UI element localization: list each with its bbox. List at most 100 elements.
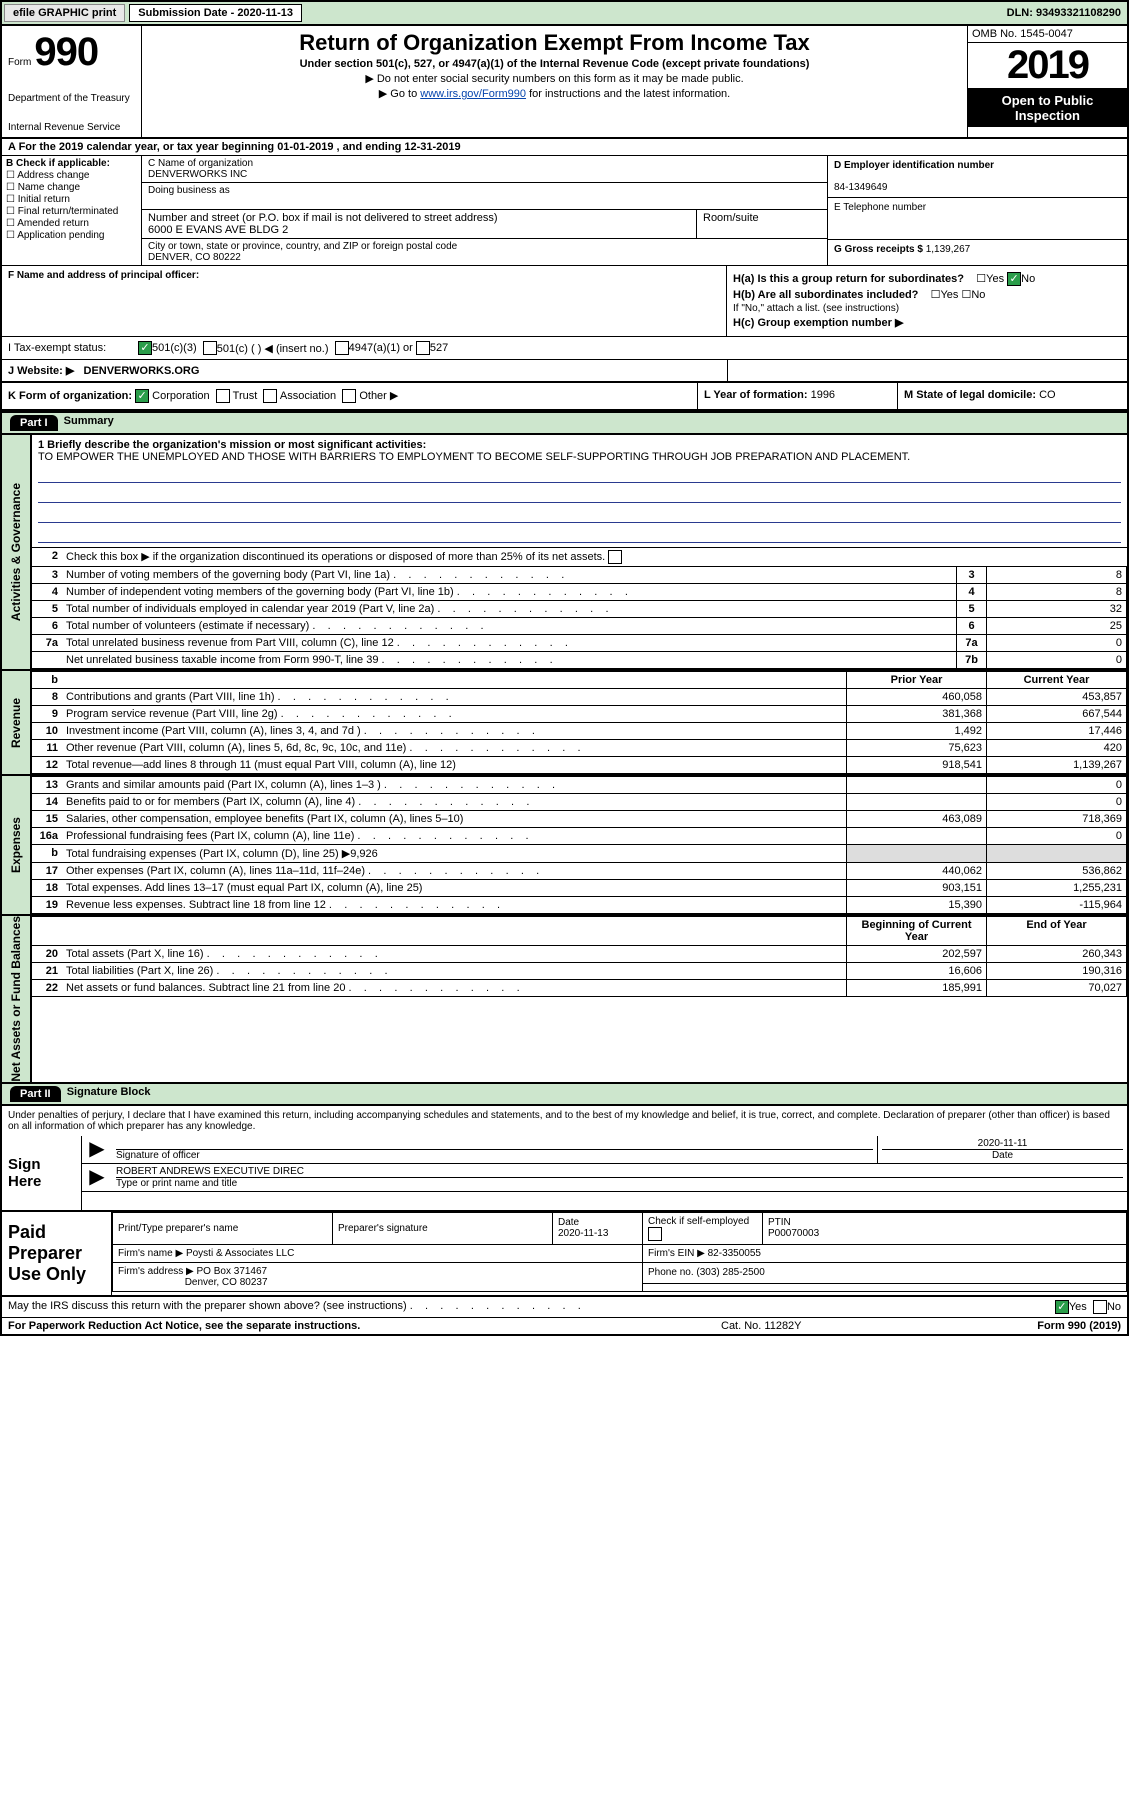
dept-treasury: Department of the Treasury xyxy=(8,93,135,104)
sig-declaration: Under penalties of perjury, I declare th… xyxy=(2,1106,1127,1136)
city-label: City or town, state or province, country… xyxy=(148,241,457,252)
website: DENVERWORKS.ORG xyxy=(84,365,200,377)
part1-header: Part I Summary xyxy=(2,413,1127,435)
h-b: H(b) Are all subordinates included? ☐Yes… xyxy=(733,288,1121,301)
chk-501c3[interactable]: ✓ xyxy=(138,341,152,355)
irs-label: Internal Revenue Service xyxy=(8,122,135,133)
table-row: 15Salaries, other compensation, employee… xyxy=(32,811,1127,828)
chk-address[interactable]: ☐ Address change xyxy=(6,170,137,181)
chk-discontinued[interactable] xyxy=(608,550,622,564)
tax-exempt-row: I Tax-exempt status: ✓ 501(c)(3) 501(c) … xyxy=(2,337,1127,360)
chk-name[interactable]: ☐ Name change xyxy=(6,182,137,193)
chk-final[interactable]: ☐ Final return/terminated xyxy=(6,206,137,217)
irs-link[interactable]: www.irs.gov/Form990 xyxy=(420,88,526,100)
cat-no: Cat. No. 11282Y xyxy=(721,1320,921,1332)
revenue-table: bPrior YearCurrent Year 8Contributions a… xyxy=(32,671,1127,774)
form-title: Return of Organization Exempt From Incom… xyxy=(148,30,961,56)
form-prefix: Form xyxy=(8,57,31,68)
chk-assoc[interactable] xyxy=(263,389,277,403)
table-row: 16aProfessional fundraising fees (Part I… xyxy=(32,828,1127,845)
netassets-tab: Net Assets or Fund Balances xyxy=(9,916,23,1082)
state-domicile: CO xyxy=(1039,389,1056,401)
chk-amended[interactable]: ☐ Amended return xyxy=(6,218,137,229)
year-formation: 1996 xyxy=(811,389,835,401)
form-ref: Form 990 (2019) xyxy=(921,1320,1121,1332)
h-a-no-checkbox[interactable]: ✓ xyxy=(1007,272,1021,286)
revenue-tab: Revenue xyxy=(9,698,23,748)
omb-number: OMB No. 1545-0047 xyxy=(968,26,1127,43)
form-subtitle1: Under section 501(c), 527, or 4947(a)(1)… xyxy=(148,58,961,70)
tax-year: 2019 xyxy=(968,43,1127,89)
activities-governance-section: Activities & Governance 1 Briefly descri… xyxy=(2,435,1127,671)
table-row: 5Total number of individuals employed in… xyxy=(32,601,1127,618)
table-row: 6Total number of volunteers (estimate if… xyxy=(32,618,1127,635)
table-row: 8Contributions and grants (Part VIII, li… xyxy=(32,689,1127,706)
org-address: 6000 E EVANS AVE BLDG 2 xyxy=(148,224,288,236)
sign-here-label: Sign Here xyxy=(2,1136,82,1210)
chk-self-employed[interactable] xyxy=(648,1227,662,1241)
table-row: 3Number of voting members of the governi… xyxy=(32,567,1127,584)
irs-discuss-row: May the IRS discuss this return with the… xyxy=(2,1297,1127,1318)
box-d-label: D Employer identification number xyxy=(834,160,994,171)
expenses-table: 13Grants and similar amounts paid (Part … xyxy=(32,776,1127,914)
room-label: Room/suite xyxy=(703,212,759,224)
h-a: H(a) Is this a group return for subordin… xyxy=(733,272,1121,286)
irs-no-checkbox[interactable] xyxy=(1093,1300,1107,1314)
chk-501c[interactable] xyxy=(203,341,217,355)
signature-block: Under penalties of perjury, I declare th… xyxy=(2,1106,1127,1212)
mission-label: 1 Briefly describe the organization's mi… xyxy=(38,439,426,451)
form-subtitle2: ▶ Do not enter social security numbers o… xyxy=(148,72,961,85)
box-g-label: G Gross receipts $ xyxy=(834,244,923,255)
sig-arrow-icon: ▶ xyxy=(82,1136,112,1163)
chk-trust[interactable] xyxy=(216,389,230,403)
netassets-section: Net Assets or Fund Balances Beginning of… xyxy=(2,916,1127,1084)
chk-pending[interactable]: ☐ Application pending xyxy=(6,230,137,241)
netassets-table: Beginning of Current YearEnd of Year 20T… xyxy=(32,916,1127,997)
chk-other[interactable] xyxy=(342,389,356,403)
table-row: 17Other expenses (Part IX, column (A), l… xyxy=(32,863,1127,880)
paperwork-notice: For Paperwork Reduction Act Notice, see … xyxy=(8,1320,721,1332)
firm-phone: (303) 285-2500 xyxy=(696,1267,764,1278)
expenses-tab: Expenses xyxy=(9,817,23,873)
chk-initial[interactable]: ☐ Initial return xyxy=(6,194,137,205)
paid-preparer-block: Paid Preparer Use Only Print/Type prepar… xyxy=(2,1212,1127,1297)
irs-yes-checkbox[interactable]: ✓ xyxy=(1055,1300,1069,1314)
topbar: efile GRAPHIC print Submission Date - 20… xyxy=(2,2,1127,26)
box-b-label: B Check if applicable: xyxy=(6,158,110,169)
section-bcd: B Check if applicable: ☐ Address change … xyxy=(2,156,1127,266)
table-row: 12Total revenue—add lines 8 through 11 (… xyxy=(32,757,1127,774)
part2-header: Part II Signature Block xyxy=(2,1084,1127,1106)
firm-addr2: Denver, CO 80237 xyxy=(185,1277,268,1288)
section-fh: F Name and address of principal officer:… xyxy=(2,266,1127,337)
form-header: Form 990 Department of the Treasury Inte… xyxy=(2,26,1127,139)
form-subtitle3: ▶ Go to www.irs.gov/Form990 for instruct… xyxy=(148,87,961,100)
footer: For Paperwork Reduction Act Notice, see … xyxy=(2,1318,1127,1334)
revenue-section: Revenue bPrior YearCurrent Year 8Contrib… xyxy=(2,671,1127,776)
box-c-name-label: C Name of organization xyxy=(148,158,253,169)
table-row: 19Revenue less expenses. Subtract line 1… xyxy=(32,897,1127,914)
table-row: 22Net assets or fund balances. Subtract … xyxy=(32,980,1127,997)
table-row: 18Total expenses. Add lines 13–17 (must … xyxy=(32,880,1127,897)
efile-print-button[interactable]: efile GRAPHIC print xyxy=(4,4,125,22)
table-row: Net unrelated business taxable income fr… xyxy=(32,652,1127,669)
box-e-label: E Telephone number xyxy=(834,202,926,213)
dln: DLN: 93493321108290 xyxy=(1007,7,1127,19)
table-row: 21Total liabilities (Part X, line 26)16,… xyxy=(32,963,1127,980)
table-row: 7aTotal unrelated business revenue from … xyxy=(32,635,1127,652)
submission-date: Submission Date - 2020-11-13 xyxy=(129,4,302,22)
chk-4947[interactable] xyxy=(335,341,349,355)
form-number: 990 xyxy=(34,30,98,74)
h-c: H(c) Group exemption number ▶ xyxy=(733,316,1121,329)
table-row: bTotal fundraising expenses (Part IX, co… xyxy=(32,845,1127,863)
paid-preparer-label: Paid Preparer Use Only xyxy=(2,1212,112,1295)
website-row: J Website: ▶ DENVERWORKS.ORG xyxy=(2,360,1127,383)
table-row: 9Program service revenue (Part VIII, lin… xyxy=(32,706,1127,723)
addr-label: Number and street (or P.O. box if mail i… xyxy=(148,212,498,224)
box-f-label: F Name and address of principal officer: xyxy=(8,270,199,281)
open-public: Open to Public Inspection xyxy=(968,89,1127,127)
table-row: 13Grants and similar amounts paid (Part … xyxy=(32,777,1127,794)
chk-527[interactable] xyxy=(416,341,430,355)
chk-corp[interactable]: ✓ xyxy=(135,389,149,403)
firm-addr1: PO Box 371467 xyxy=(197,1266,268,1277)
table-row: 4Number of independent voting members of… xyxy=(32,584,1127,601)
